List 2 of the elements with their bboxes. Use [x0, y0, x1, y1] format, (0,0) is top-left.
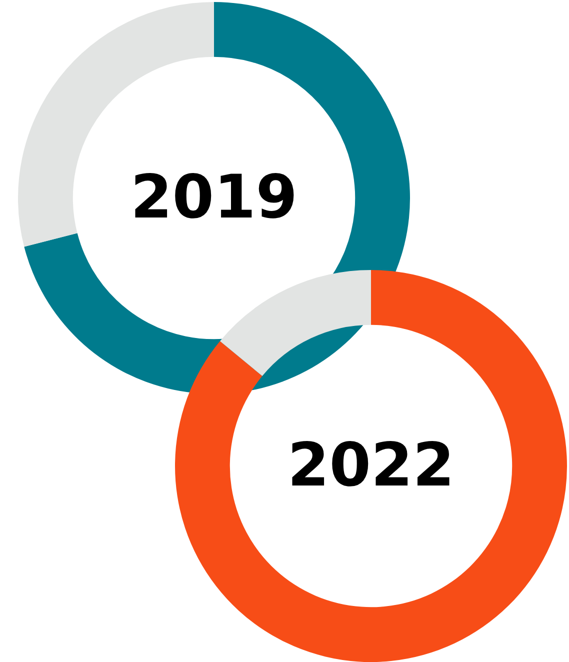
text: 2019 [130, 162, 298, 233]
text: 2022 [288, 430, 454, 501]
